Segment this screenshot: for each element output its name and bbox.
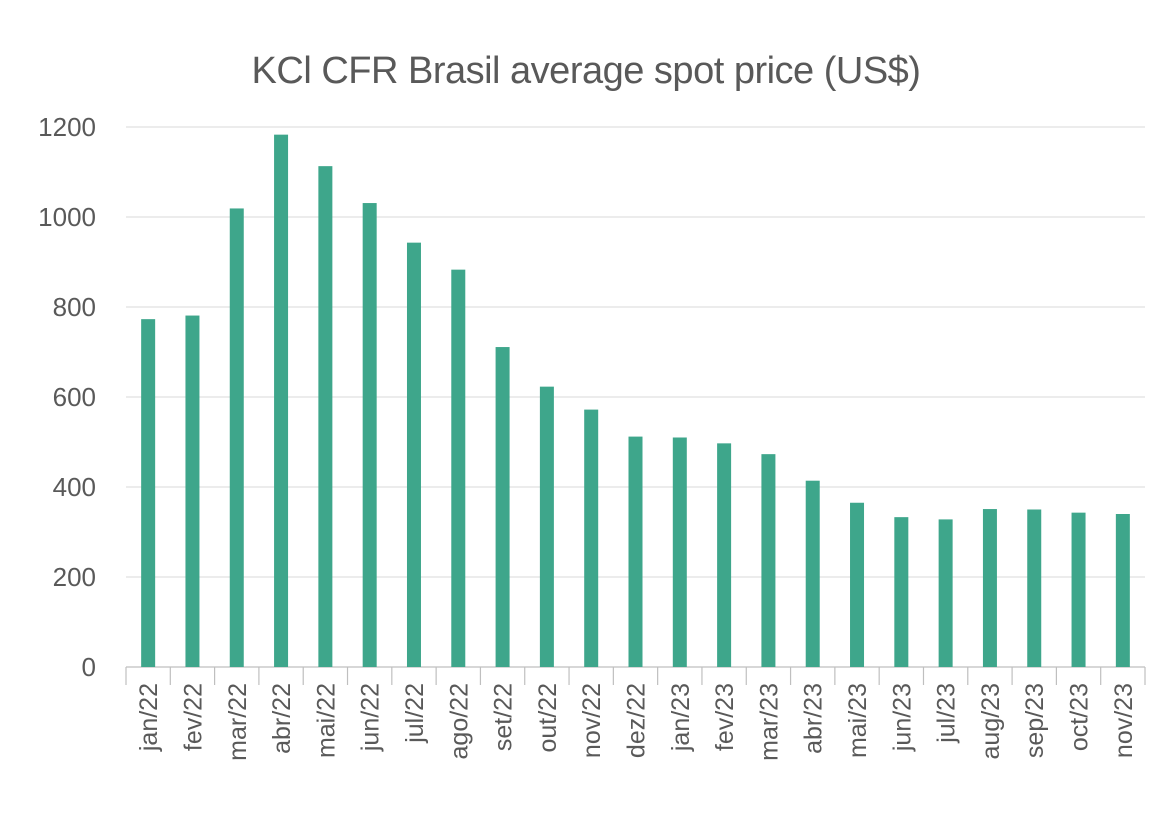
bar-fev-23 — [717, 443, 732, 667]
bar-mai-23 — [850, 502, 865, 667]
x-tick-label-jul-23: jul/23 — [933, 683, 961, 744]
bar-fev-22 — [185, 315, 200, 667]
x-tick-label-mar-23: mar/23 — [755, 683, 783, 761]
bar-jan-23 — [672, 437, 687, 667]
bar-sep-23 — [1027, 509, 1042, 667]
bar-nov-22 — [584, 409, 599, 667]
y-tick-label-200: 200 — [53, 562, 96, 592]
y-tick-label-600: 600 — [53, 382, 96, 412]
x-tick-label-jul-22: jul/22 — [401, 683, 429, 744]
x-tick-label-sep-23: sep/23 — [1021, 683, 1049, 758]
x-tick-label-jan-22: jan/22 — [135, 683, 163, 752]
bar-dez-22 — [628, 436, 643, 667]
x-tick-label-mai-22: mai/22 — [312, 683, 340, 758]
bar-jul-23 — [938, 519, 953, 667]
x-tick-label-oct-23: oct/23 — [1066, 683, 1094, 751]
y-tick-label-400: 400 — [53, 472, 96, 502]
bar-aug-23 — [982, 509, 997, 667]
bar-out-22 — [539, 386, 554, 667]
y-tick-label-800: 800 — [53, 292, 96, 322]
x-tick-label-mai-23: mai/23 — [844, 683, 872, 758]
bar-oct-23 — [1071, 512, 1086, 667]
y-tick-label-1200: 1200 — [38, 112, 96, 142]
bar-mai-22 — [318, 166, 333, 667]
x-tick-label-mar-22: mar/22 — [224, 683, 252, 761]
x-tick-label-fev-23: fev/23 — [711, 683, 739, 751]
bar-jan-22 — [141, 319, 156, 667]
x-tick-label-jun-22: jun/22 — [357, 683, 385, 752]
bar-jul-22 — [406, 242, 421, 667]
x-tick-label-nov-22: nov/22 — [578, 683, 606, 758]
x-tick-label-aug-23: aug/23 — [977, 683, 1005, 759]
x-tick-label-jan-23: jan/23 — [667, 683, 695, 752]
x-tick-label-set-22: set/22 — [490, 683, 518, 751]
y-tick-label-0: 0 — [82, 652, 96, 682]
x-tick-label-abr-22: abr/22 — [268, 683, 296, 754]
x-tick-label-nov-23: nov/23 — [1110, 683, 1138, 758]
x-tick-label-dez-22: dez/22 — [623, 683, 651, 758]
bar-ago-22 — [451, 269, 466, 667]
x-tick-label-abr-23: abr/23 — [800, 683, 828, 754]
bar-abr-22 — [274, 134, 289, 667]
bar-nov-23 — [1115, 514, 1130, 667]
x-tick-label-out-22: out/22 — [534, 683, 562, 753]
bar-mar-22 — [229, 208, 244, 667]
chart-title: KCl CFR Brasil average spot price (US$) — [251, 50, 921, 92]
bar-jun-23 — [894, 517, 909, 667]
bar-abr-23 — [805, 480, 820, 667]
x-tick-label-fev-22: fev/22 — [179, 683, 207, 751]
x-tick-label-jun-23: jun/23 — [888, 683, 916, 752]
bar-set-22 — [495, 347, 510, 667]
bar-jun-22 — [362, 203, 377, 668]
x-tick-label-ago-22: ago/22 — [445, 683, 473, 759]
bar-mar-23 — [761, 454, 776, 667]
y-tick-label-1000: 1000 — [38, 202, 96, 232]
